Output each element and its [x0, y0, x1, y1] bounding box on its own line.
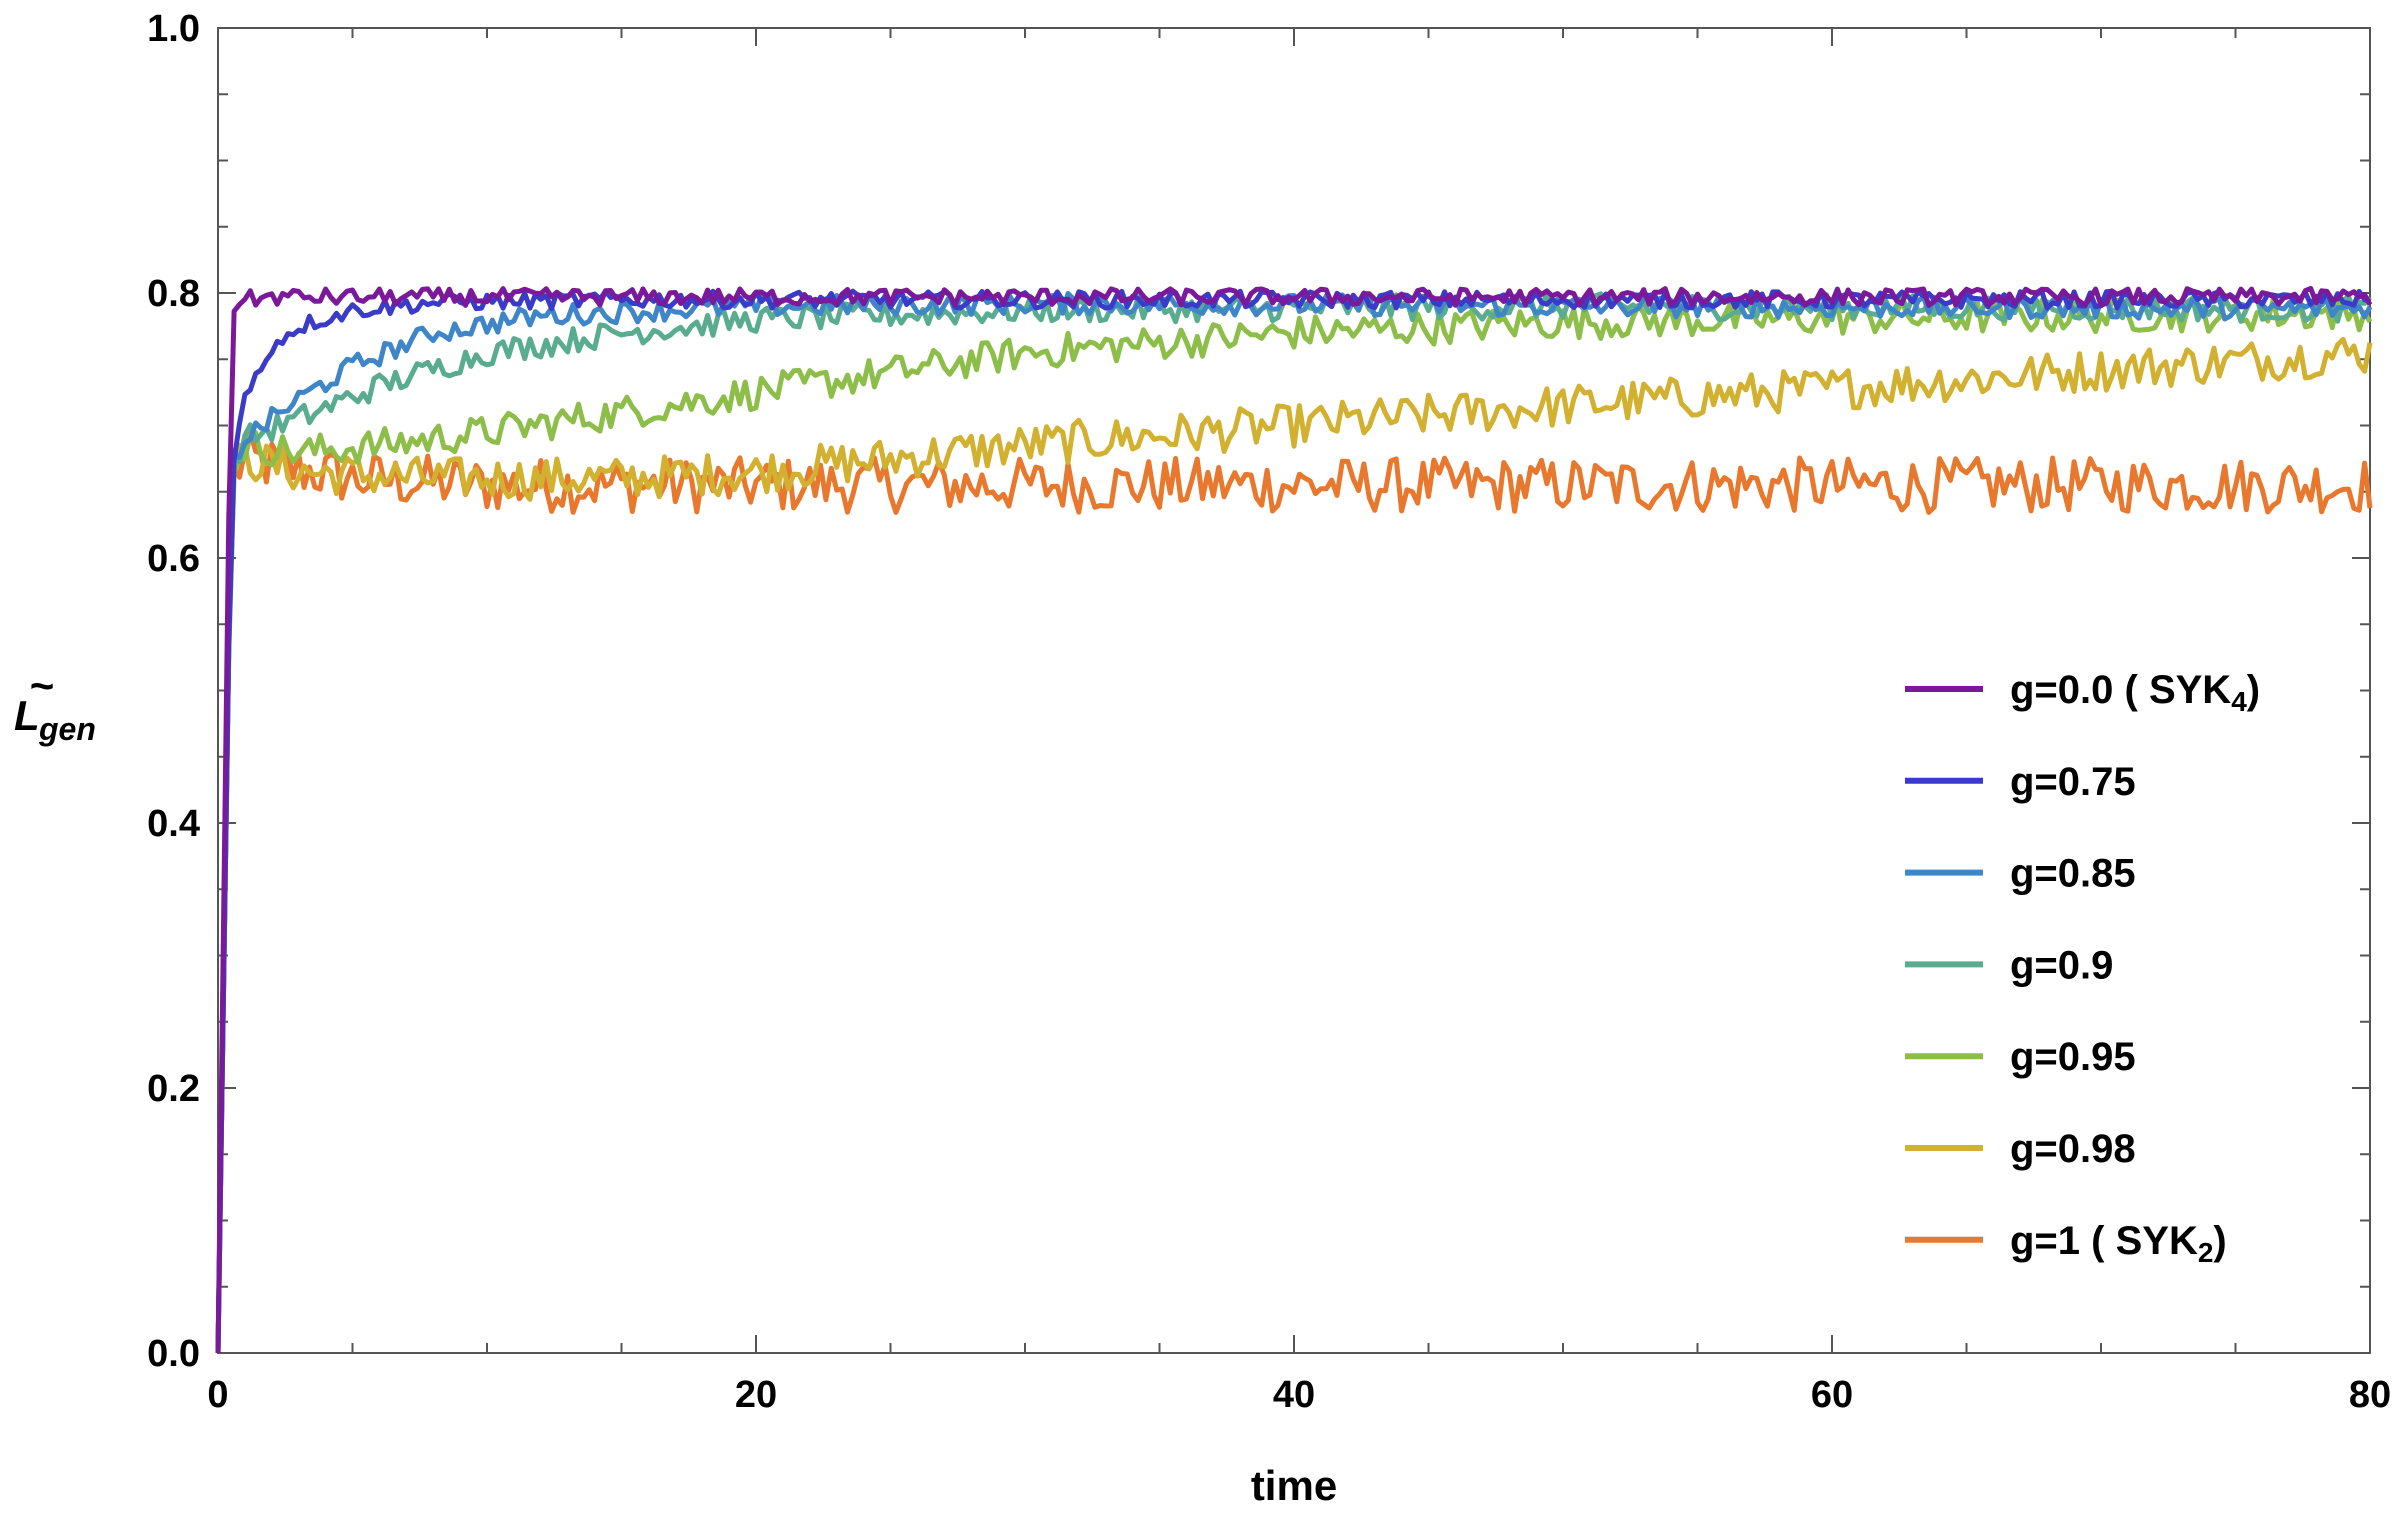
legend-label: g=0.85	[2010, 852, 2136, 896]
legend-label-subscript: 2	[2198, 1237, 2214, 1268]
legend-label: g=0.0 ( SYK4)	[2010, 668, 2260, 717]
series-line	[218, 294, 2370, 1354]
series-line	[218, 299, 2370, 1353]
series-line	[218, 294, 2370, 1353]
legend-label-end: )	[2213, 1219, 2226, 1263]
x-tick-label: 60	[1811, 1374, 1853, 1416]
y-tick-label: 0.6	[147, 538, 200, 580]
y-tick-label: 0.2	[147, 1068, 200, 1110]
legend-label: g=0.95	[2010, 1035, 2136, 1079]
x-axis-title: time	[1251, 1462, 1337, 1509]
y-tick-label: 0.4	[147, 803, 200, 845]
legend-label: g=0.75	[2010, 760, 2136, 804]
y-axis-title: ~ L gen	[14, 662, 96, 747]
legend-label-subscript: 4	[2231, 686, 2247, 717]
legend: g=0.0 ( SYK4) g=0.75 g=0.85 g=0.9 g=0.95 g=0.…	[1905, 668, 2260, 1268]
legend-label: g=1 ( SYK2)	[2010, 1219, 2227, 1268]
series-layer	[218, 289, 2370, 1354]
tick-labels: 0 20 40 60 80 0.0 0.2 0.4 0.6 0.8 1.0	[147, 8, 2391, 1416]
y-axis-title-sub: gen	[38, 711, 96, 747]
y-tick-label: 0.0	[147, 1333, 200, 1375]
y-tick-label: 1.0	[147, 8, 200, 50]
x-tick-label: 40	[1273, 1374, 1315, 1416]
x-tick-label: 20	[735, 1374, 777, 1416]
legend-label-end: )	[2247, 668, 2260, 712]
legend-label: g=0.98	[2010, 1127, 2136, 1171]
series-line	[218, 291, 2370, 1353]
x-tick-label: 80	[2349, 1374, 2391, 1416]
y-axis-title-main: L	[14, 692, 40, 739]
legend-label: g=0.9	[2010, 943, 2113, 987]
y-tick-label: 0.8	[147, 273, 200, 315]
x-tick-label: 0	[207, 1374, 228, 1416]
